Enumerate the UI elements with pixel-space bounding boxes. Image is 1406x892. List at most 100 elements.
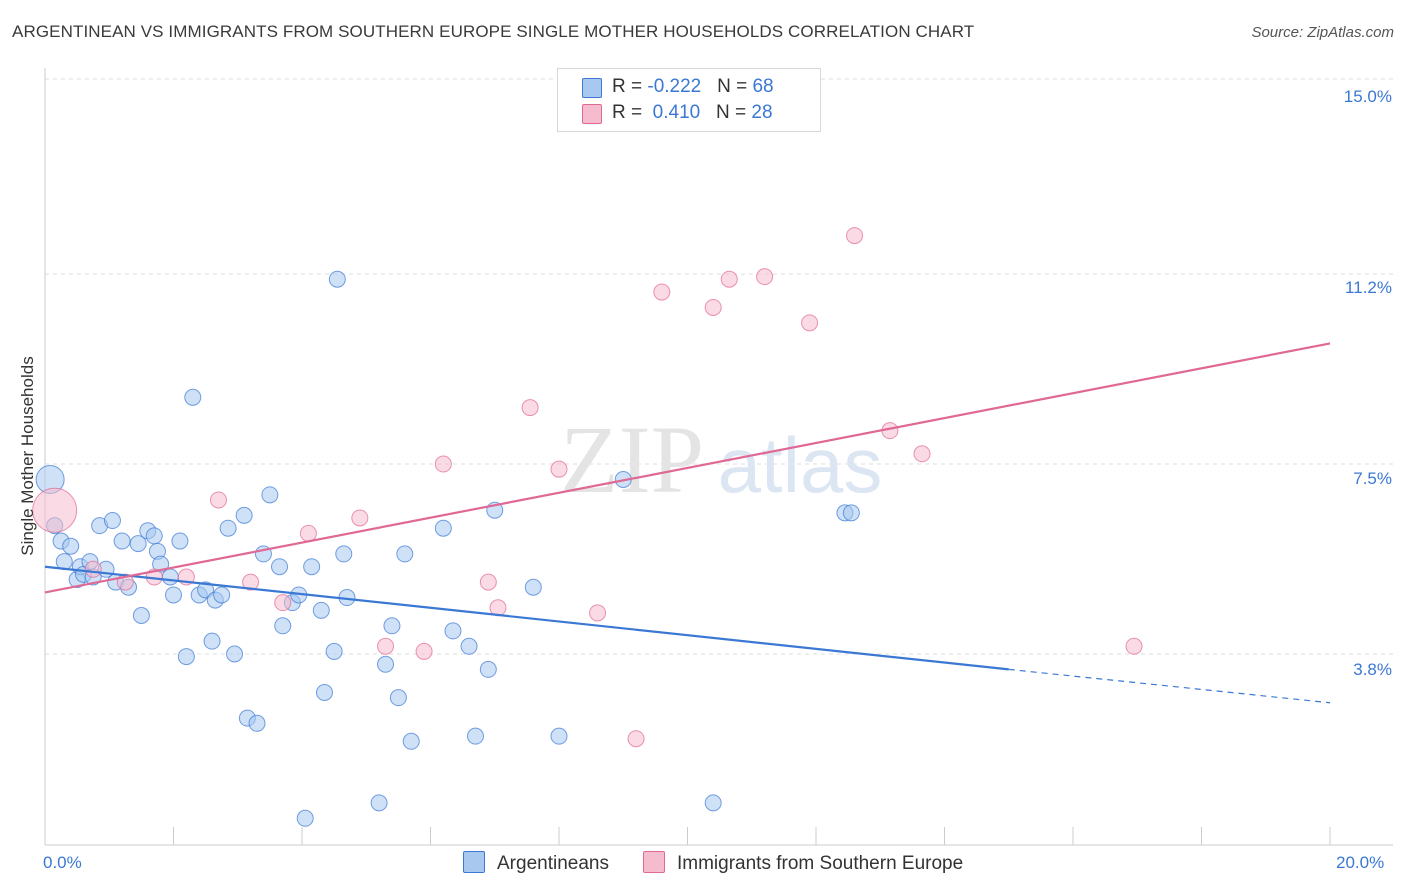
argentinean-point xyxy=(165,586,182,604)
argentinean-point xyxy=(550,727,568,745)
argentinean-point xyxy=(328,270,346,288)
legend-label: Immigrants from Southern Europe xyxy=(677,853,964,874)
immigrant-point xyxy=(913,445,931,463)
immigrant-point xyxy=(351,509,369,527)
argentinean-point xyxy=(248,714,266,732)
immigrant-point xyxy=(846,227,864,245)
argentinean-point xyxy=(303,558,321,576)
argentinean-point xyxy=(704,794,722,812)
argentinean-point xyxy=(213,586,231,604)
x-tick-label: 20.0% xyxy=(1336,853,1385,872)
argentinean-point xyxy=(325,642,343,660)
argentinean-point xyxy=(113,532,131,550)
argentinean-point xyxy=(389,689,407,707)
argentinean-point xyxy=(402,732,420,750)
argentinean-point xyxy=(226,645,244,663)
immigrant-point xyxy=(704,298,722,316)
immigrant-point xyxy=(801,314,819,332)
argentinean-point xyxy=(235,506,253,524)
data-points xyxy=(32,227,1143,827)
argentinean-point xyxy=(842,504,860,522)
argentinean-point xyxy=(203,632,221,650)
axes xyxy=(44,68,1393,846)
argentinean-point xyxy=(161,568,179,586)
blue-swatch-icon xyxy=(463,851,485,873)
immigrant-point xyxy=(84,560,102,578)
immigrant-trend-line xyxy=(44,342,1331,594)
argentinean-point xyxy=(184,388,202,406)
argentinean-point xyxy=(132,606,150,624)
argentinean-point xyxy=(62,537,80,555)
y-tick-label: 7.5% xyxy=(1353,469,1392,488)
pink-swatch-icon xyxy=(643,851,665,873)
immigrant-point xyxy=(274,594,292,612)
immigrant-point xyxy=(627,730,645,748)
argentinean-point xyxy=(261,486,279,504)
n-value: 28 xyxy=(751,102,773,123)
immigrant-point xyxy=(479,573,497,591)
r-label: R = xyxy=(612,76,648,97)
immigrant-point xyxy=(415,642,433,660)
argentinean-trend-extension xyxy=(1008,668,1331,704)
argentinean-point xyxy=(466,727,484,745)
argentinean-point xyxy=(524,578,542,596)
argentinean-point xyxy=(434,519,452,537)
argentinean-point xyxy=(145,527,163,545)
argentinean-point xyxy=(315,684,333,702)
legend-label: Argentineans xyxy=(497,853,609,874)
immigrant-point xyxy=(756,268,774,286)
blue-swatch-icon xyxy=(582,78,602,98)
pink-swatch-icon xyxy=(582,104,602,124)
argentinean-point xyxy=(103,512,121,530)
immigrant-point xyxy=(521,399,539,417)
immigrant-point xyxy=(550,460,568,478)
grid-lines xyxy=(45,78,1393,655)
immigrant-point xyxy=(299,524,317,542)
chart-title: ARGENTINEAN VS IMMIGRANTS FROM SOUTHERN … xyxy=(12,22,975,41)
argentinean-trend-line xyxy=(44,565,1009,671)
immigrant-point xyxy=(32,487,78,533)
argentinean-point xyxy=(177,648,195,666)
y-axis-label: Single Mother Households xyxy=(18,356,37,556)
legend-item-argentineans[interactable]: Argentineans xyxy=(463,851,609,875)
n-label: N = xyxy=(716,102,752,123)
immigrant-point xyxy=(589,604,607,622)
argentinean-point xyxy=(129,535,147,553)
source-label: Source: ZipAtlas.com xyxy=(1251,24,1394,41)
r-value: -0.222 xyxy=(647,76,702,97)
immigrant-point xyxy=(653,283,671,301)
argentinean-point xyxy=(396,545,414,563)
n-value: 68 xyxy=(752,76,774,97)
immigrant-point xyxy=(209,491,227,509)
watermark-zip: ZIP xyxy=(560,406,704,513)
legend-item-immigrants[interactable]: Immigrants from Southern Europe xyxy=(643,851,963,875)
x-tick-label: 0.0% xyxy=(43,853,82,872)
y-tick-label: 11.2% xyxy=(1345,278,1392,297)
argentinean-point xyxy=(271,558,289,576)
y-tick-label: 3.8% xyxy=(1353,660,1392,679)
argentinean-point xyxy=(479,660,497,678)
n-label: N = xyxy=(717,76,753,97)
trend-lines xyxy=(44,342,1331,704)
immigrant-point xyxy=(242,573,260,591)
r-value: 0.410 xyxy=(647,102,701,123)
argentinean-point xyxy=(377,655,395,673)
argentinean-point xyxy=(171,532,189,550)
y-tick-label: 15.0% xyxy=(1343,87,1392,106)
r-label: R = xyxy=(612,102,648,123)
argentinean-point xyxy=(296,809,314,827)
argentinean-point xyxy=(460,637,478,655)
watermark: ZIP atlas xyxy=(560,406,882,513)
immigrant-point xyxy=(377,637,395,655)
immigrant-point xyxy=(720,270,738,288)
argentinean-point xyxy=(274,617,292,635)
argentinean-point xyxy=(383,617,401,635)
argentinean-point xyxy=(444,622,462,640)
argentinean-point xyxy=(335,545,353,563)
correlation-legend: R = -0.222 N = 68 R = 0.410 N = 28 xyxy=(557,68,821,132)
immigrant-point xyxy=(1125,637,1143,655)
argentinean-point xyxy=(312,601,330,619)
immigrant-point xyxy=(434,455,452,473)
argentinean-point xyxy=(219,519,237,537)
